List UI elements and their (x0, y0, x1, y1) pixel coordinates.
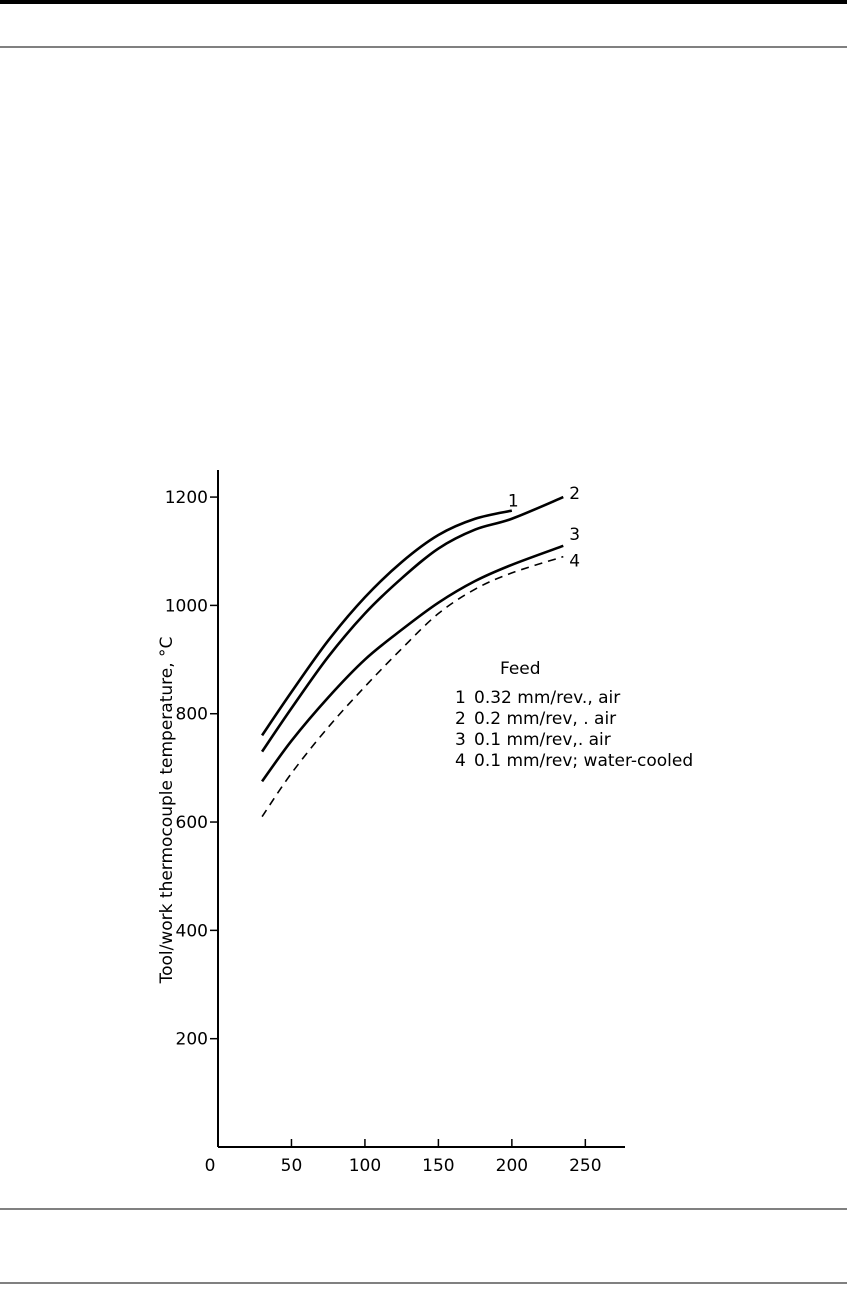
data-line (261, 555, 564, 818)
legend-label: 0.1 mm/rev,. air (474, 730, 611, 750)
line-end-label: 3 (569, 525, 580, 545)
x-tick-label: 150 (422, 1156, 454, 1176)
legend-label: 0.2 mm/rev, . air (474, 709, 616, 729)
y-tick-label: 800 (176, 705, 208, 725)
legend-number: 2 (455, 709, 466, 729)
x-tick-label: 50 (281, 1156, 303, 1176)
line-end-label: 4 (569, 552, 580, 572)
y-tick-label: 400 (176, 921, 208, 941)
line-end-label: 1 (508, 492, 519, 512)
legend-label: 0.1 mm/rev; water-cooled (474, 751, 693, 771)
legend-number: 3 (455, 730, 466, 750)
legend-label: 0.32 mm/rev., air (474, 688, 620, 708)
x-tick-label: 250 (569, 1156, 601, 1176)
y-tick-label: 600 (176, 813, 208, 833)
x-tick-label: 0 (205, 1156, 216, 1176)
data-line (261, 509, 513, 737)
line-end-label: 2 (569, 484, 580, 504)
legend-number: 4 (455, 751, 466, 771)
y-tick-label: 200 (176, 1030, 208, 1050)
y-tick-label: 1000 (165, 596, 208, 616)
legend-number: 1 (455, 688, 466, 708)
data-line (261, 544, 564, 783)
x-tick-label: 200 (496, 1156, 528, 1176)
x-tick-label: 100 (349, 1156, 381, 1176)
legend-title: Feed (500, 659, 541, 679)
data-line (261, 495, 564, 753)
y-tick-label: 1200 (165, 488, 208, 508)
y-axis-label: Tool/work thermocouple temperature, °C (157, 637, 177, 985)
